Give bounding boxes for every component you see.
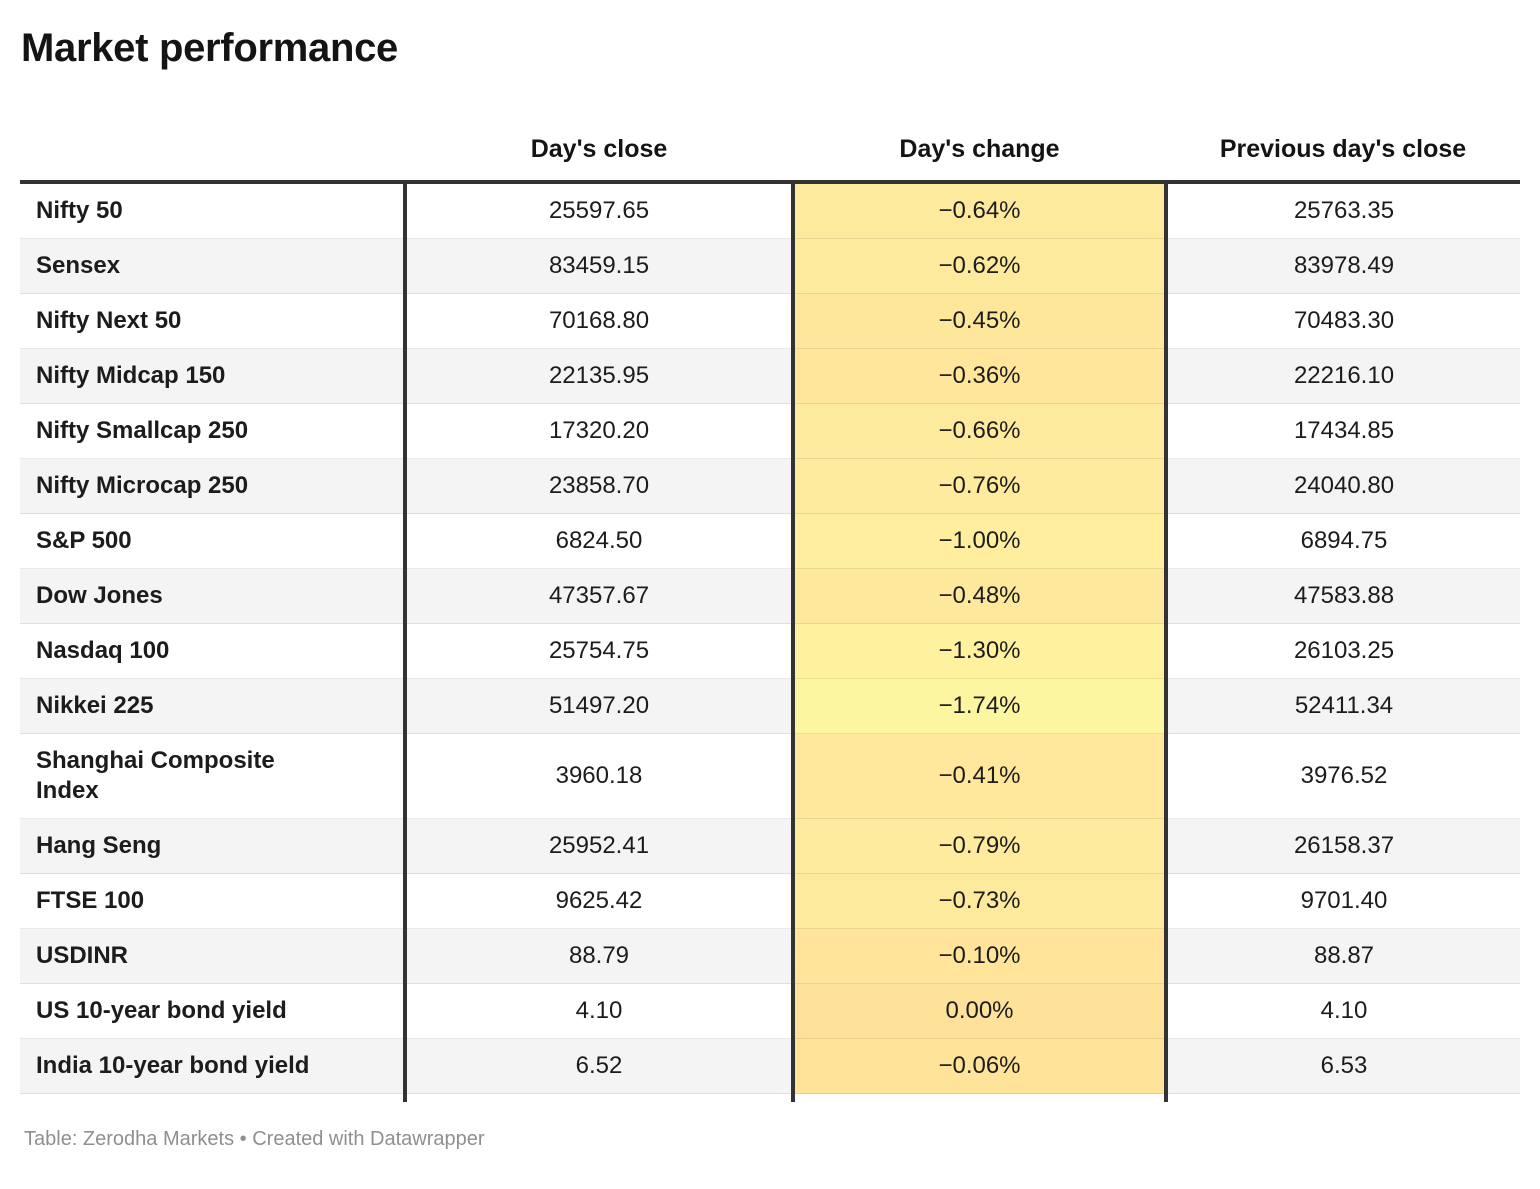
days-close-cell: 3960.18 bbox=[405, 733, 793, 819]
days-change-cell: −0.76% bbox=[791, 458, 1168, 514]
prev-close-cell: 88.87 bbox=[1166, 928, 1520, 984]
border-overshoot-cell bbox=[405, 1094, 793, 1103]
row-label-cell: Sensex bbox=[20, 238, 407, 294]
days-change-cell: −0.48% bbox=[791, 568, 1168, 624]
row-label-cell: Dow Jones bbox=[20, 568, 407, 624]
table-row: Shanghai Composite Index 3960.18 −0.41% 397… bbox=[20, 733, 1520, 819]
table-body: Nifty 50 25597.65 −0.64% 25763.35 Sensex 8345… bbox=[20, 182, 1520, 1102]
days-close-cell: 25754.75 bbox=[405, 623, 793, 679]
days-close-cell: 25597.65 bbox=[405, 182, 793, 239]
days-close-cell: 6.52 bbox=[405, 1038, 793, 1094]
days-change-cell: 0.00% bbox=[791, 983, 1168, 1039]
page: { "title": "Market performance", "footer… bbox=[0, 25, 1540, 1189]
header-empty bbox=[20, 105, 405, 184]
table-row: Nifty Midcap 150 22135.95 −0.36% 22216.10 bbox=[20, 348, 1520, 404]
row-label-cell: US 10-year bond yield bbox=[20, 983, 407, 1039]
table-row: Hang Seng 25952.41 −0.79% 26158.37 bbox=[20, 818, 1520, 874]
table-row: USDINR 88.79 −0.10% 88.87 bbox=[20, 928, 1520, 984]
row-label-cell: Nifty Next 50 bbox=[20, 293, 407, 349]
table-row: US 10-year bond yield 4.10 0.00% 4.10 bbox=[20, 983, 1520, 1039]
header-row: Day's close Day's change Previous day's … bbox=[20, 105, 1520, 184]
days-close-cell: 6824.50 bbox=[405, 513, 793, 569]
days-close-cell: 25952.41 bbox=[405, 818, 793, 874]
prev-close-cell: 83978.49 bbox=[1166, 238, 1520, 294]
days-change-cell: −0.36% bbox=[791, 348, 1168, 404]
header-days-change: Day's change bbox=[793, 105, 1166, 184]
prev-close-cell: 6894.75 bbox=[1166, 513, 1520, 569]
days-close-cell: 4.10 bbox=[405, 983, 793, 1039]
prev-close-cell: 26158.37 bbox=[1166, 818, 1520, 874]
row-label-cell: Shanghai Composite Index bbox=[20, 733, 407, 819]
prev-close-cell: 3976.52 bbox=[1166, 733, 1520, 819]
days-change-cell: −0.41% bbox=[791, 733, 1168, 819]
days-close-cell: 23858.70 bbox=[405, 458, 793, 514]
table-row: Sensex 83459.15 −0.62% 83978.49 bbox=[20, 238, 1520, 294]
row-label-cell: Nifty Midcap 150 bbox=[20, 348, 407, 404]
prev-close-cell: 17434.85 bbox=[1166, 403, 1520, 459]
row-label-cell: Nifty 50 bbox=[20, 182, 407, 239]
prev-close-cell: 22216.10 bbox=[1166, 348, 1520, 404]
days-change-cell: −0.79% bbox=[791, 818, 1168, 874]
prev-close-cell: 26103.25 bbox=[1166, 623, 1520, 679]
border-overshoot-cell bbox=[791, 1093, 1168, 1102]
table-row: Nifty Microcap 250 23858.70 −0.76% 24040.80 bbox=[20, 458, 1520, 514]
table-row: Dow Jones 47357.67 −0.48% 47583.88 bbox=[20, 568, 1520, 624]
prev-close-cell: 70483.30 bbox=[1166, 293, 1520, 349]
row-label-cell: Hang Seng bbox=[20, 818, 407, 874]
days-change-cell: −0.06% bbox=[791, 1038, 1168, 1094]
header-previous-days-close: Previous day's close bbox=[1166, 105, 1520, 184]
days-change-cell: −0.73% bbox=[791, 873, 1168, 929]
table-row: Nifty Next 50 70168.80 −0.45% 70483.30 bbox=[20, 293, 1520, 349]
days-change-cell: −0.66% bbox=[791, 403, 1168, 459]
prev-close-cell: 6.53 bbox=[1166, 1038, 1520, 1094]
table-row: FTSE 100 9625.42 −0.73% 9701.40 bbox=[20, 873, 1520, 929]
days-close-cell: 83459.15 bbox=[405, 238, 793, 294]
table-row: Nifty Smallcap 250 17320.20 −0.66% 17434.85 bbox=[20, 403, 1520, 459]
prev-close-cell: 9701.40 bbox=[1166, 873, 1520, 929]
days-change-cell: −0.45% bbox=[791, 293, 1168, 349]
row-label-cell: Nikkei 225 bbox=[20, 678, 407, 734]
days-close-cell: 22135.95 bbox=[405, 348, 793, 404]
days-change-cell: −0.10% bbox=[791, 928, 1168, 984]
row-label-cell: Nasdaq 100 bbox=[20, 623, 407, 679]
prev-close-cell: 25763.35 bbox=[1166, 182, 1520, 239]
table-row: Nasdaq 100 25754.75 −1.30% 26103.25 bbox=[20, 623, 1520, 679]
market-performance-table: Day's close Day's change Previous day's … bbox=[20, 105, 1520, 1102]
days-close-cell: 88.79 bbox=[405, 928, 793, 984]
days-change-cell: −1.30% bbox=[791, 623, 1168, 679]
days-close-cell: 9625.42 bbox=[405, 873, 793, 929]
row-label-cell: USDINR bbox=[20, 928, 407, 984]
days-change-cell: −1.74% bbox=[791, 678, 1168, 734]
table-row: S&P 500 6824.50 −1.00% 6894.75 bbox=[20, 513, 1520, 569]
border-overshoot-cell bbox=[20, 1093, 407, 1102]
days-change-cell: −1.00% bbox=[791, 513, 1168, 569]
table-row: Nikkei 225 51497.20 −1.74% 52411.34 bbox=[20, 678, 1520, 734]
row-label-cell: India 10-year bond yield bbox=[20, 1038, 407, 1094]
border-overshoot-row bbox=[20, 1093, 1520, 1103]
days-close-cell: 70168.80 bbox=[405, 293, 793, 349]
days-close-cell: 47357.67 bbox=[405, 568, 793, 624]
prev-close-cell: 4.10 bbox=[1166, 983, 1520, 1039]
table-row: India 10-year bond yield 6.52 −0.06% 6.53 bbox=[20, 1038, 1520, 1094]
row-label-cell: S&P 500 bbox=[20, 513, 407, 569]
row-label-cell: Nifty Smallcap 250 bbox=[20, 403, 407, 459]
days-close-cell: 17320.20 bbox=[405, 403, 793, 459]
days-change-cell: −0.62% bbox=[791, 238, 1168, 294]
days-change-cell: −0.64% bbox=[791, 182, 1168, 239]
prev-close-cell: 52411.34 bbox=[1166, 678, 1520, 734]
days-close-cell: 51497.20 bbox=[405, 678, 793, 734]
footer-note: Table: Zerodha Markets • Created with Da… bbox=[24, 1128, 485, 1150]
row-label-cell: FTSE 100 bbox=[20, 873, 407, 929]
prev-close-cell: 24040.80 bbox=[1166, 458, 1520, 514]
table-row: Nifty 50 25597.65 −0.64% 25763.35 bbox=[20, 182, 1520, 239]
row-label-cell: Nifty Microcap 250 bbox=[20, 458, 407, 514]
header-days-close: Day's close bbox=[405, 105, 793, 184]
border-overshoot-cell bbox=[1166, 1094, 1520, 1103]
prev-close-cell: 47583.88 bbox=[1166, 568, 1520, 624]
page-title: Market performance bbox=[21, 26, 398, 70]
